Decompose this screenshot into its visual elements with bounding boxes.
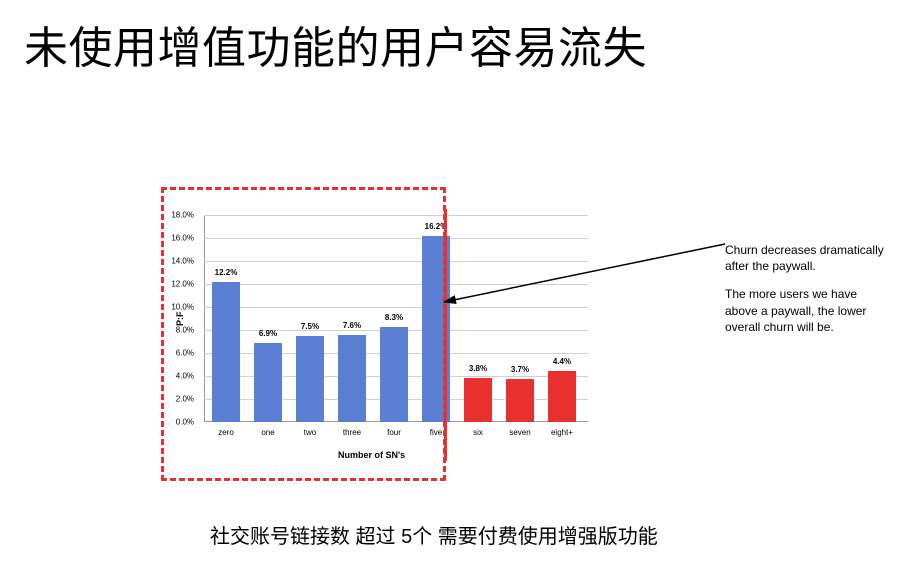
- slide-root: 未使用增值功能的用户容易流失 12.2%6.9%7.5%7.6%8.3%16.2…: [0, 0, 901, 573]
- slide-caption: 社交账号链接数 超过 5个 需要付费使用增强版功能: [210, 520, 658, 549]
- annotation-para-2: The more users we have above a paywall, …: [725, 286, 885, 335]
- annotation-text: Churn decreases dramatically after the p…: [725, 242, 885, 335]
- annotation-para-1: Churn decreases dramatically after the p…: [725, 242, 885, 274]
